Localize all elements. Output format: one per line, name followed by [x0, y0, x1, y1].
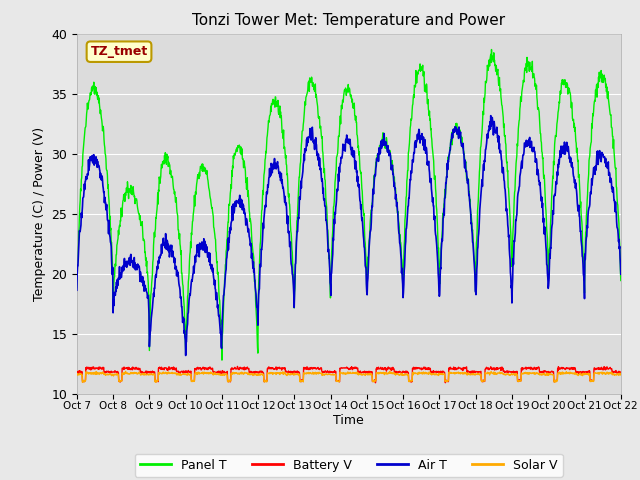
Air T [255, 287, 263, 293]
Panel T [255, 272, 263, 278]
Line: Panel T: Panel T [77, 49, 621, 360]
Solar V [73, 371, 81, 377]
Panel T [505, 192, 513, 198]
Title: Tonzi Tower Met: Temperature and Power: Tonzi Tower Met: Temperature and Power [192, 13, 506, 28]
Panel T [488, 47, 495, 52]
Air T [617, 271, 625, 277]
Air T [73, 288, 81, 293]
Solar V [182, 371, 189, 377]
Y-axis label: Temperature (C) / Power (V): Temperature (C) / Power (V) [33, 127, 45, 300]
Battery V [617, 370, 625, 376]
Panel T [180, 314, 188, 320]
Solar V [255, 372, 263, 377]
Panel T [73, 285, 81, 290]
Air T [487, 113, 495, 119]
Panel T [617, 277, 625, 283]
Line: Battery V: Battery V [77, 366, 621, 383]
Panel T [553, 121, 561, 127]
Text: TZ_tmet: TZ_tmet [90, 45, 148, 58]
Solar V [434, 372, 442, 377]
Solar V [79, 380, 86, 385]
Line: Air T: Air T [77, 116, 621, 356]
Panel T [434, 223, 442, 228]
Battery V [434, 369, 442, 374]
Battery V [180, 369, 188, 375]
Battery V [255, 369, 263, 375]
Battery V [553, 377, 561, 383]
Battery V [234, 363, 241, 369]
Air T [553, 177, 561, 183]
Battery V [194, 364, 202, 370]
Solar V [617, 372, 625, 378]
Battery V [73, 370, 81, 375]
X-axis label: Time: Time [333, 414, 364, 427]
Solar V [122, 369, 129, 374]
Air T [434, 254, 442, 260]
Battery V [372, 380, 380, 385]
Solar V [505, 372, 513, 378]
Solar V [195, 371, 202, 376]
Air T [505, 232, 513, 238]
Air T [195, 242, 202, 248]
Legend: Panel T, Battery V, Air T, Solar V: Panel T, Battery V, Air T, Solar V [135, 454, 563, 477]
Solar V [553, 377, 561, 383]
Line: Solar V: Solar V [77, 372, 621, 383]
Panel T [218, 357, 226, 363]
Panel T [194, 172, 202, 178]
Air T [182, 353, 189, 359]
Air T [180, 328, 188, 334]
Battery V [505, 369, 513, 375]
